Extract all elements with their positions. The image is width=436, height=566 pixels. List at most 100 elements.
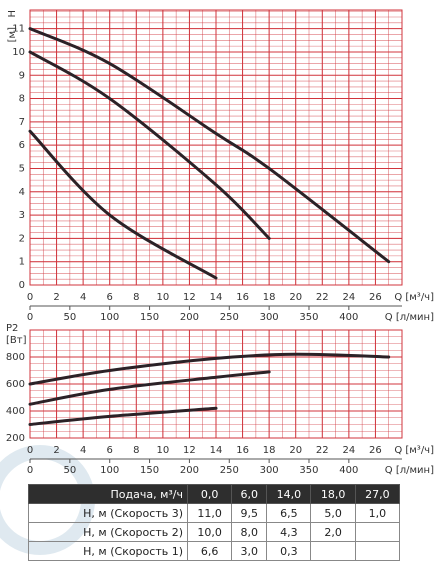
- curve: [28, 370, 271, 406]
- table-cell: 9,5: [231, 503, 268, 523]
- table-cell: Подача, м³/ч: [28, 484, 188, 504]
- data-table: Подача, м³/ч 0,0 6,0 14,0 18,0 27,0 H, м (Скор…: [28, 484, 401, 561]
- table-cell: H, м (Скорость 1): [28, 541, 188, 561]
- x2-tick-label: 350: [299, 312, 318, 323]
- table-cell: 6,6: [186, 541, 233, 561]
- curve: [28, 406, 218, 426]
- table-cell: H, м (Скорость 2): [28, 522, 188, 542]
- x2-tick-label: 150: [140, 312, 159, 323]
- y-tick-label: 5: [19, 163, 25, 174]
- table-cell: [354, 541, 401, 561]
- x-tick-label: 8: [133, 292, 139, 303]
- x2-tick-label: 300: [260, 312, 279, 323]
- y-axis-label: [Вт]: [6, 335, 27, 346]
- table-cell: 8,0: [231, 522, 268, 542]
- x-tick-label: 16: [236, 445, 249, 456]
- x-axis-label: Q [м³/ч]: [394, 292, 434, 303]
- table-cell: 14,0: [266, 484, 312, 504]
- x-tick-label: 26: [369, 445, 382, 456]
- table-cell: 5,0: [310, 503, 356, 523]
- table-cell: 4,3: [266, 522, 312, 542]
- x-tick-label: 20: [289, 292, 302, 303]
- table-cell: 2,0: [310, 522, 356, 542]
- y-tick-label: 9: [19, 70, 25, 81]
- y-tick-label: 200: [6, 433, 25, 444]
- x-tick-label: 2: [53, 445, 59, 456]
- x2-axis-label: Q [л/мин]: [385, 465, 434, 476]
- x-tick-label: 0: [27, 292, 33, 303]
- y-tick-label: 11: [12, 24, 25, 35]
- x-tick-label: 18: [263, 445, 276, 456]
- x2-tick-label: 200: [180, 312, 199, 323]
- y-axis-label: [м]: [7, 27, 18, 42]
- table-row: H, м (Скорость 1) 6,6 3,0 0,3: [28, 541, 401, 561]
- table-cell: [310, 541, 356, 561]
- x-tick-label: 24: [342, 292, 355, 303]
- y-tick-label: 3: [19, 210, 25, 221]
- x-tick-label: 10: [156, 292, 169, 303]
- y-tick-label: 400: [6, 406, 25, 417]
- y-axis-label: H: [7, 10, 18, 18]
- y-tick-label: 2: [19, 233, 25, 244]
- x2-tick-label: 200: [180, 465, 199, 476]
- x2-tick-label: 250: [220, 465, 239, 476]
- curve: [28, 352, 391, 386]
- x2-tick-label: 350: [299, 465, 318, 476]
- y-tick-label: 8: [19, 94, 25, 105]
- y-tick-label: 1: [19, 257, 25, 268]
- table-cell: 27,0: [354, 484, 401, 504]
- x-tick-label: 4: [80, 445, 86, 456]
- x2-tick-label: 0: [27, 312, 33, 323]
- y-tick-label: 800: [6, 352, 25, 363]
- curve: [28, 27, 391, 264]
- table-cell: 6,5: [266, 503, 312, 523]
- x2-tick-label: 0: [27, 465, 33, 476]
- x-tick-label: 6: [107, 445, 113, 456]
- table-cell: [354, 522, 401, 542]
- x2-tick-label: 150: [140, 465, 159, 476]
- curve: [28, 50, 271, 240]
- table-cell: 0,3: [266, 541, 312, 561]
- table-row: H, м (Скорость 3) 11,0 9,5 6,5 5,0 1,0: [28, 503, 401, 523]
- y-tick-label: 10: [12, 47, 25, 58]
- x2-tick-label: 250: [220, 312, 239, 323]
- y-tick-label: 600: [6, 379, 25, 390]
- y-axis-label: P2: [6, 323, 18, 334]
- x-tick-label: 14: [210, 445, 223, 456]
- x-axis-label: Q [м³/ч]: [394, 445, 434, 456]
- y-tick-label: 7: [19, 117, 25, 128]
- x-tick-label: 14: [210, 292, 223, 303]
- x2-tick-label: 400: [339, 465, 358, 476]
- table-cell: H, м (Скорость 3): [28, 503, 188, 523]
- x-tick-label: 4: [80, 292, 86, 303]
- x-tick-label: 16: [236, 292, 249, 303]
- table-cell: 18,0: [310, 484, 356, 504]
- x-tick-label: 18: [263, 292, 276, 303]
- table-row: H, м (Скорость 2) 10,0 8,0 4,3 2,0: [28, 522, 401, 542]
- x2-tick-label: 300: [260, 465, 279, 476]
- table-cell: 3,0: [231, 541, 268, 561]
- x-tick-label: 12: [183, 445, 196, 456]
- x-tick-label: 22: [316, 292, 329, 303]
- x-tick-label: 26: [369, 292, 382, 303]
- x-tick-label: 10: [156, 445, 169, 456]
- x-tick-label: 0: [27, 445, 33, 456]
- x2-tick-label: 400: [339, 312, 358, 323]
- x2-tick-label: 50: [63, 312, 76, 323]
- table-row: Подача, м³/ч 0,0 6,0 14,0 18,0 27,0: [28, 484, 401, 504]
- x2-tick-label: 100: [100, 312, 119, 323]
- table-cell: 6,0: [231, 484, 268, 504]
- x2-tick-label: 50: [63, 465, 76, 476]
- table-cell: 1,0: [354, 503, 401, 523]
- x2-axis-label: Q [л/мин]: [385, 312, 434, 323]
- x-tick-label: 2: [53, 292, 59, 303]
- y-tick-label: 0: [19, 280, 25, 291]
- curve: [28, 129, 218, 280]
- x-tick-label: 24: [342, 445, 355, 456]
- x-tick-label: 6: [107, 292, 113, 303]
- table-cell: 10,0: [186, 522, 233, 542]
- y-tick-label: 6: [19, 140, 25, 151]
- table-cell: 0,0: [186, 484, 233, 504]
- x-tick-label: 8: [133, 445, 139, 456]
